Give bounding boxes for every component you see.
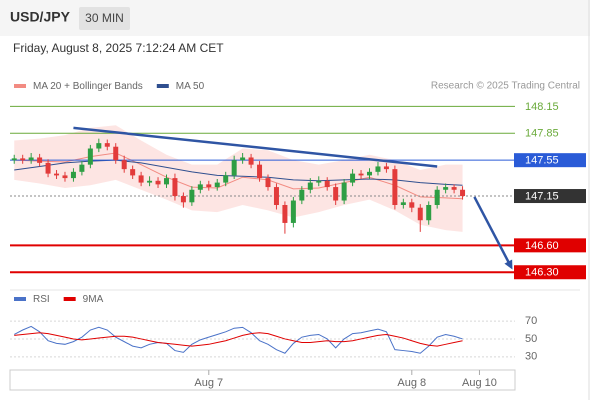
candle-body (28, 157, 34, 161)
candle-body (333, 187, 339, 201)
candle-body (163, 178, 169, 185)
candle-body (434, 189, 440, 205)
candle-body (460, 189, 466, 197)
candle-body (426, 205, 432, 221)
symbol: USD/JPY (10, 9, 71, 25)
candle-body (87, 148, 93, 165)
forecast-arrow (473, 196, 511, 265)
candle-body (299, 189, 305, 201)
candle-body (11, 158, 17, 161)
legend-label: 9MA (83, 294, 104, 305)
x-tick-label: Aug 10 (462, 377, 497, 389)
candle-body (172, 178, 178, 197)
candle-body (324, 180, 330, 188)
interval-box (79, 7, 130, 30)
level-label: 148.15 (525, 101, 559, 113)
candle-body (375, 166, 381, 172)
level-label: 147.55 (525, 155, 559, 167)
candle-body (409, 202, 415, 208)
candle-body (79, 164, 85, 172)
candle-body (45, 162, 51, 174)
candle-body (121, 160, 127, 170)
candle-body (180, 196, 186, 203)
candle-body (206, 184, 212, 188)
candle-body (316, 180, 322, 183)
candle-body (113, 146, 119, 161)
candle-body (273, 187, 279, 205)
level-label: 146.60 (525, 240, 559, 252)
x-axis-box (9, 369, 516, 391)
candle-body (96, 143, 102, 149)
candle-body (282, 205, 288, 223)
candle-body (214, 182, 220, 188)
interval: 30 MIN (85, 11, 124, 25)
indicator-line (14, 332, 463, 347)
legend-swatch (63, 297, 76, 301)
candle-body (54, 173, 60, 176)
legend-label: MA 20 + Bollinger Bands (33, 81, 143, 92)
candle-body (197, 184, 203, 190)
candle-body (231, 160, 237, 176)
candle-body (400, 202, 406, 205)
candle-body (189, 189, 195, 203)
legend-swatch (156, 84, 169, 88)
arrow-head (504, 259, 513, 270)
candle-body (104, 143, 110, 147)
candle-body (70, 171, 76, 179)
candle-body (155, 180, 161, 185)
legend-swatch (14, 84, 26, 88)
level-label-box (514, 238, 586, 253)
level-label-box (514, 265, 586, 280)
legend-label: RSI (33, 294, 50, 305)
candle-body (223, 175, 229, 183)
candle-body (451, 187, 457, 190)
candle-body (307, 182, 313, 190)
level-label-box (514, 189, 586, 204)
y-tick-label: 50 (525, 333, 537, 345)
candle-body (367, 171, 373, 176)
x-tick-label: Aug 8 (397, 377, 426, 389)
candle-body (443, 187, 449, 190)
level-label: 146.30 (525, 267, 559, 279)
candle-body (358, 173, 364, 176)
candle-body (290, 200, 296, 223)
candle-body (138, 175, 144, 183)
source: Research © 2025 Trading Central (431, 81, 580, 92)
candle-body (350, 173, 356, 183)
level-label: 147.85 (525, 128, 559, 140)
candle-body (265, 178, 271, 188)
candle-body (248, 157, 254, 165)
x-tick-label: Aug 7 (194, 377, 223, 389)
legend-swatch (14, 297, 26, 301)
candle-body (257, 164, 263, 179)
candle-body (417, 207, 423, 221)
candle-body (240, 157, 246, 161)
y-tick-label: 70 (525, 315, 537, 327)
level-label-box (514, 153, 586, 168)
plot-layer: 148.15 147.85 147.55 147.15 146.60 146.30 MA 2… (10, 81, 586, 389)
candle-body (383, 166, 389, 170)
legend-label: MA 50 (176, 81, 205, 92)
y-tick-label: 30 (525, 351, 537, 363)
candle-body (62, 175, 68, 179)
candle-body (37, 157, 43, 163)
candle-body (130, 169, 136, 176)
candle-body (341, 182, 347, 201)
trendline (73, 126, 438, 168)
timestamp: Friday, August 8, 2025 7:12:24 AM CET (13, 41, 224, 55)
candle-body (392, 169, 398, 205)
candle-body (147, 180, 153, 183)
candle-body (20, 158, 26, 161)
level-label: 147.15 (525, 190, 559, 202)
